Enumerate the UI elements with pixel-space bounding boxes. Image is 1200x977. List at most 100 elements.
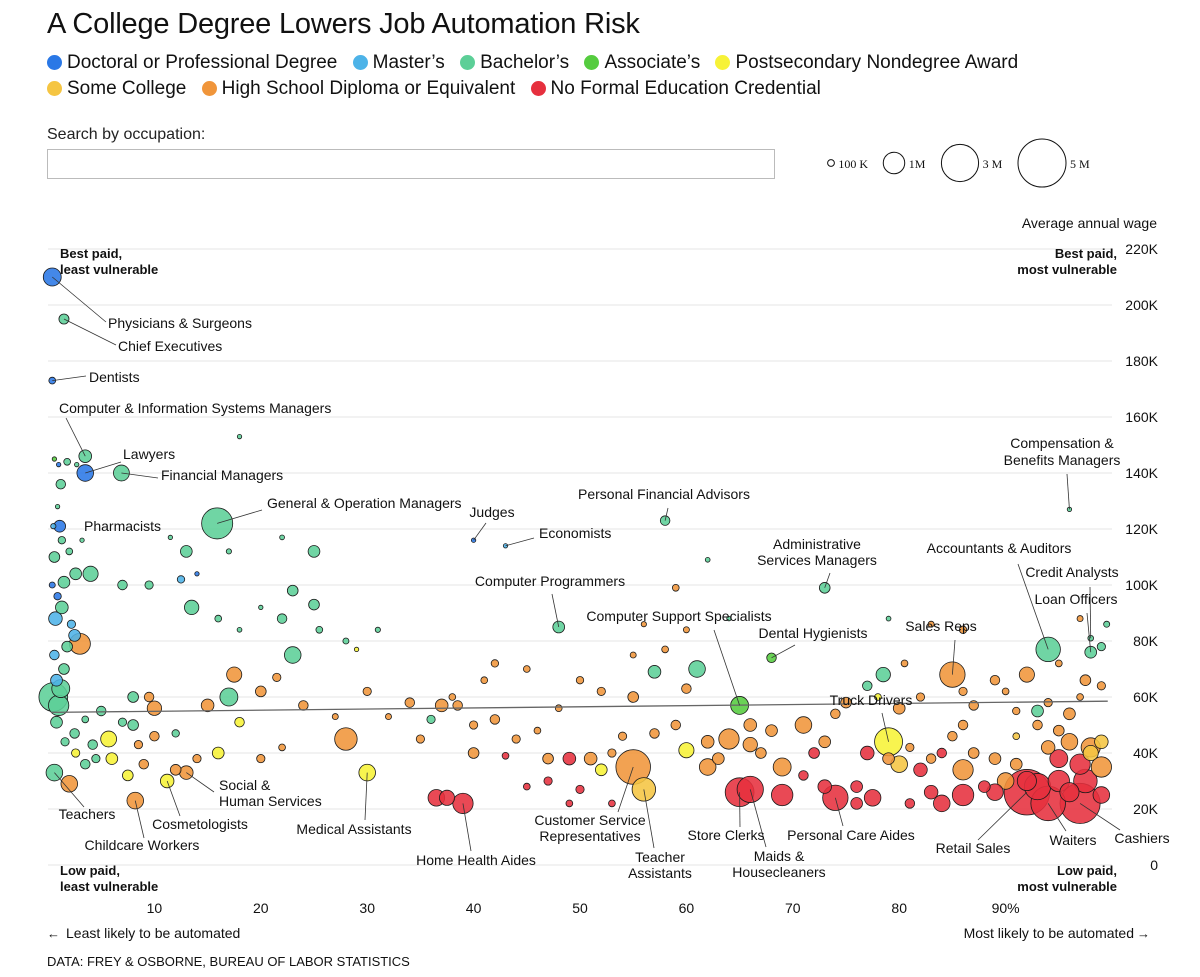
data-point[interactable] — [342, 637, 350, 645]
data-point[interactable] — [996, 772, 1015, 790]
data-point[interactable] — [61, 640, 73, 653]
data-point[interactable] — [700, 735, 715, 749]
data-point[interactable] — [69, 567, 82, 581]
data-point[interactable] — [404, 697, 415, 708]
data-point[interactable] — [742, 736, 758, 753]
data-point[interactable] — [1090, 756, 1112, 778]
data-point[interactable] — [900, 659, 909, 668]
data-point[interactable] — [55, 479, 66, 490]
data-point[interactable] — [226, 666, 243, 683]
data-point[interactable] — [278, 743, 286, 752]
data-point[interactable] — [334, 727, 358, 751]
data-point[interactable] — [925, 753, 937, 764]
data-point[interactable] — [48, 581, 56, 589]
data-point[interactable] — [649, 728, 660, 739]
data-point[interactable] — [307, 545, 321, 558]
data-point[interactable] — [850, 797, 863, 810]
data-point[interactable] — [1063, 707, 1076, 721]
data-point[interactable] — [988, 752, 1002, 765]
data-point[interactable] — [74, 461, 80, 468]
data-point[interactable] — [726, 615, 732, 622]
data-point[interactable] — [1032, 719, 1043, 731]
data-point[interactable] — [57, 575, 71, 589]
data-point[interactable] — [1016, 771, 1037, 792]
data-point[interactable] — [501, 752, 510, 760]
data-point[interactable] — [255, 685, 267, 698]
data-point[interactable] — [595, 763, 608, 777]
data-point[interactable] — [286, 584, 299, 597]
data-point[interactable] — [192, 754, 202, 764]
data-point[interactable] — [79, 537, 85, 543]
data-point[interactable] — [353, 646, 360, 653]
data-point[interactable] — [1082, 745, 1099, 761]
data-point[interactable] — [640, 621, 647, 628]
data-point[interactable] — [933, 794, 951, 813]
data-point[interactable] — [957, 719, 969, 731]
data-point[interactable] — [1096, 681, 1106, 691]
data-point[interactable] — [1076, 615, 1084, 623]
data-point[interactable] — [144, 580, 154, 590]
data-point[interactable] — [698, 758, 717, 776]
legend-item-some-college[interactable]: Some College — [47, 78, 186, 100]
data-point[interactable] — [523, 782, 531, 791]
data-point[interactable] — [219, 687, 239, 707]
data-point[interactable] — [127, 691, 139, 703]
data-point[interactable] — [480, 676, 489, 684]
legend-item-high-school[interactable]: High School Diploma or Equivalent — [201, 78, 515, 100]
legend-item-bachelors[interactable]: Bachelor’s — [460, 52, 569, 74]
legend-item-masters[interactable]: Master’s — [352, 52, 445, 74]
data-point[interactable] — [1060, 733, 1079, 751]
legend-item-doctoral[interactable]: Doctoral or Professional Degree — [47, 52, 337, 74]
data-point[interactable] — [927, 620, 935, 628]
data-point[interactable] — [66, 619, 76, 629]
data-point[interactable] — [50, 715, 63, 729]
data-point[interactable] — [439, 789, 455, 806]
point-economists[interactable] — [502, 543, 509, 549]
data-point[interactable] — [80, 759, 91, 770]
data-point[interactable] — [200, 698, 215, 713]
data-point[interactable] — [149, 731, 160, 742]
data-point[interactable] — [489, 714, 501, 725]
data-point[interactable] — [48, 551, 61, 563]
data-point[interactable] — [607, 748, 617, 758]
data-point[interactable] — [682, 626, 690, 634]
data-point[interactable] — [978, 780, 991, 793]
data-point[interactable] — [117, 717, 128, 727]
data-point[interactable] — [234, 717, 245, 728]
data-point[interactable] — [100, 730, 118, 748]
data-point[interactable] — [874, 693, 882, 701]
data-point[interactable] — [122, 769, 134, 782]
point-teacher-assistants[interactable] — [631, 777, 656, 802]
data-point[interactable] — [331, 713, 339, 721]
data-point[interactable] — [771, 783, 794, 807]
data-point[interactable] — [63, 458, 71, 466]
data-point[interactable] — [830, 708, 841, 720]
data-point[interactable] — [618, 731, 628, 741]
data-point[interactable] — [681, 683, 692, 694]
data-point[interactable] — [53, 592, 62, 601]
data-point[interactable] — [1096, 642, 1106, 652]
data-point[interactable] — [50, 673, 63, 687]
data-point[interactable] — [951, 783, 975, 807]
data-point[interactable] — [49, 649, 60, 661]
search-input[interactable] — [47, 149, 775, 179]
data-point[interactable] — [661, 645, 669, 654]
data-point[interactable] — [211, 746, 225, 760]
data-point[interactable] — [860, 745, 875, 761]
data-point[interactable] — [542, 752, 554, 765]
data-point[interactable] — [385, 713, 392, 721]
data-point[interactable] — [308, 598, 320, 611]
data-point[interactable] — [936, 747, 947, 759]
data-point[interactable] — [1055, 659, 1063, 668]
data-point[interactable] — [575, 784, 585, 794]
data-point[interactable] — [469, 720, 479, 730]
data-point[interactable] — [171, 729, 180, 738]
data-point[interactable] — [575, 676, 585, 685]
data-point[interactable] — [905, 742, 915, 752]
data-point[interactable] — [426, 714, 436, 724]
data-point[interactable] — [596, 686, 606, 696]
data-point[interactable] — [808, 747, 820, 759]
data-point[interactable] — [315, 626, 324, 634]
data-point[interactable] — [54, 503, 61, 510]
data-point[interactable] — [194, 571, 200, 577]
